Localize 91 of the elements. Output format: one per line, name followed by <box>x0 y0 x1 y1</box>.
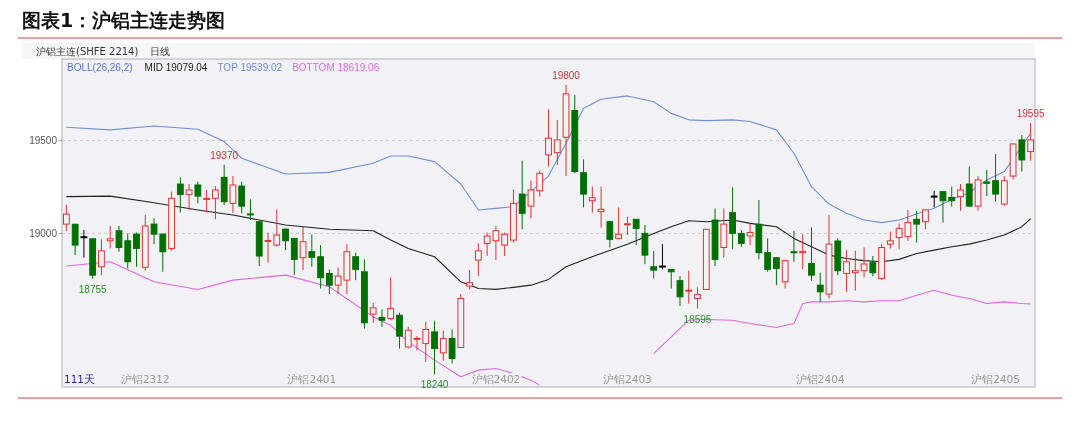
candlestick <box>212 185 219 220</box>
candlestick <box>185 183 193 211</box>
candlestick <box>992 153 999 203</box>
candlestick <box>439 330 447 362</box>
y-tick-label: 19000 <box>29 227 58 239</box>
candlestick <box>799 233 807 270</box>
candlestick <box>352 252 360 281</box>
candlestick <box>641 224 649 265</box>
candlestick <box>176 176 184 214</box>
candlestick <box>773 257 780 286</box>
text: 日线 <box>150 46 170 57</box>
candlestick <box>247 198 254 221</box>
candlestick <box>615 206 623 240</box>
candlestick <box>317 244 324 289</box>
candlestick <box>597 186 605 228</box>
candlestick <box>1018 134 1026 173</box>
candlestick <box>764 237 772 273</box>
candlestick <box>378 308 386 328</box>
x-tick-label: 沪铝2403 <box>603 373 652 385</box>
y-tick-label: 19500 <box>29 135 58 147</box>
candlestick <box>387 276 395 321</box>
candlestick <box>501 232 509 257</box>
candlestick <box>133 232 140 268</box>
candlestick <box>1000 175 1008 207</box>
x-tick-label: 沪铝2405 <box>971 373 1020 385</box>
candlestick <box>781 259 789 289</box>
candlestick <box>869 255 877 277</box>
candlestick <box>843 249 850 293</box>
candlestick <box>238 181 246 214</box>
legend-title: BOLL(26,26,2) <box>67 62 133 73</box>
text: 19595 <box>1016 108 1045 119</box>
candlestick <box>80 229 88 259</box>
candlestick <box>659 243 666 270</box>
text: MID 19079.04 <box>144 62 208 73</box>
candlestick <box>466 269 473 290</box>
candlestick <box>580 158 587 208</box>
candlestick <box>369 302 377 324</box>
candlestick <box>650 250 658 279</box>
candlestick <box>203 189 211 214</box>
candlestick <box>729 186 736 250</box>
candlestick <box>325 268 333 295</box>
candlestick <box>474 242 482 277</box>
candlestick <box>518 160 526 230</box>
candlestick <box>606 220 614 248</box>
candlestick <box>308 233 316 268</box>
candlestick <box>685 270 693 305</box>
candlestick <box>913 210 921 244</box>
text: 19370 <box>210 149 239 161</box>
candlestick <box>667 268 675 289</box>
title: 图表1：沪铝主连走势图 <box>22 9 226 31</box>
candlestick <box>98 238 105 276</box>
text: 18240 <box>420 379 449 391</box>
candlestick <box>194 181 202 204</box>
candlestick <box>983 169 991 197</box>
text: 18595 <box>683 313 712 325</box>
candlestick <box>957 183 964 212</box>
candlestick <box>106 225 114 249</box>
candlestick <box>965 166 973 208</box>
candlestick <box>396 312 403 350</box>
text: 19800 <box>552 69 580 81</box>
candlestick <box>851 250 859 292</box>
candlestick <box>632 218 640 246</box>
candlestick <box>720 207 728 259</box>
candlestick <box>71 223 79 256</box>
candlestick <box>553 119 561 166</box>
candlestick <box>229 175 237 214</box>
candlestick <box>860 246 868 278</box>
text: TOP 19539.02 <box>217 62 283 73</box>
candlestick <box>676 275 684 307</box>
candlestick <box>816 272 824 303</box>
candlestick <box>790 230 798 263</box>
x-tick-label: 沪铝2402 <box>471 373 521 385</box>
candlestick <box>299 226 307 271</box>
subtitle: 沪铝主连(SHFE 2214) <box>36 46 139 57</box>
candlestick <box>746 222 754 246</box>
x-tick-label: 沪铝2401 <box>287 373 337 385</box>
candlestick <box>922 208 929 230</box>
candlestick <box>624 216 631 236</box>
candlestick <box>588 186 596 214</box>
candlestick <box>808 226 815 282</box>
text: 18755 <box>78 283 107 295</box>
x-tick-label: 沪铝2312 <box>120 373 170 385</box>
x-tick-label: 沪铝2404 <box>795 373 845 385</box>
candlestick <box>431 320 438 375</box>
candlestick <box>694 286 701 310</box>
annotation: 111天 <box>64 373 96 385</box>
candlestick <box>282 228 289 251</box>
candlestick <box>545 108 552 168</box>
candlestick <box>290 237 298 276</box>
candlestick <box>448 328 456 364</box>
text: BOTTOM 18619.06 <box>292 62 380 73</box>
